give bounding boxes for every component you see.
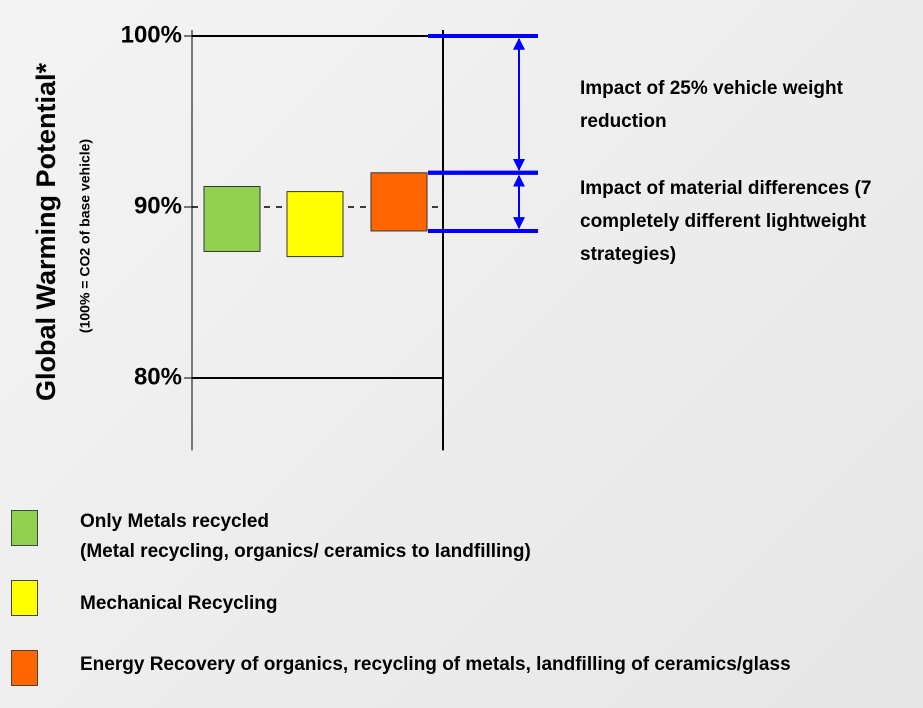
y-tick-label: 100%: [121, 21, 182, 48]
legend-swatch: [11, 580, 38, 616]
annotation-text: Impact of 25% vehicle weight reduction: [580, 78, 843, 132]
legend-label: Only Metals recycled (Metal recycling, o…: [80, 511, 531, 562]
annotation-text: Impact of material differences (7 comple…: [580, 178, 872, 265]
range-box: [370, 172, 428, 232]
legend-swatch: [11, 510, 38, 546]
y-tick-label: 90%: [134, 192, 182, 219]
range-box: [203, 185, 261, 252]
range-box: [286, 191, 344, 258]
legend-label: Energy Recovery of organics, recycling o…: [80, 654, 791, 675]
y-axis-label: Global Warming Potential*: [31, 62, 61, 401]
y-tick-label: 80%: [134, 363, 182, 390]
y-axis-sublabel: (100% = CO2 of base vehicle): [77, 139, 93, 333]
legend-swatch: [11, 650, 38, 686]
legend-label: Mechanical Recycling: [80, 593, 278, 614]
